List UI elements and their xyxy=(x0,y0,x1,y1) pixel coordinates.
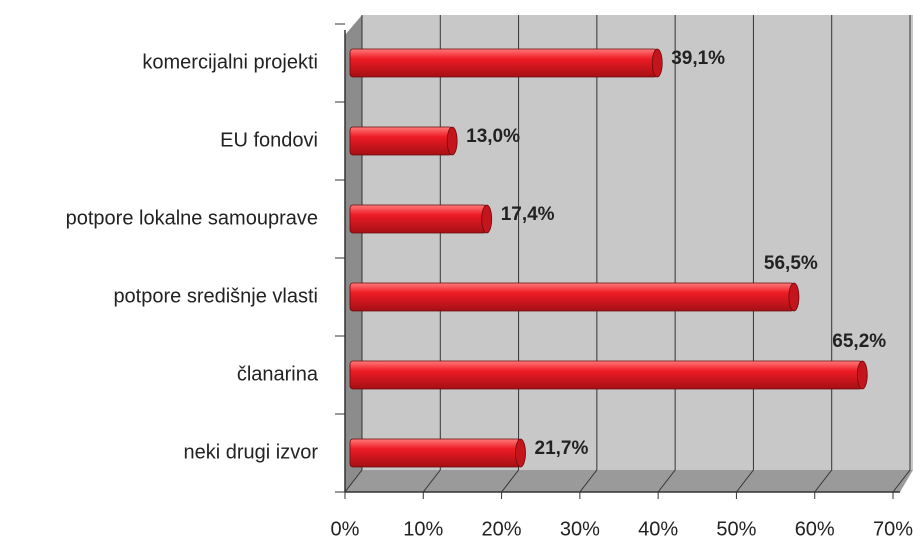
x-tick-label: 70% xyxy=(873,518,913,540)
value-label: 39,1% xyxy=(671,48,725,69)
x-tick-label: 30% xyxy=(560,518,600,540)
back-wall xyxy=(362,15,913,470)
value-label: 13,0% xyxy=(466,126,520,147)
bar xyxy=(349,204,488,234)
left-wall xyxy=(345,15,362,492)
x-tick-label: 10% xyxy=(403,518,443,540)
value-label: 17,4% xyxy=(501,204,555,225)
value-label: 65,2% xyxy=(832,331,886,352)
bar-cap xyxy=(651,48,663,78)
bar xyxy=(349,438,521,468)
value-label: 21,7% xyxy=(535,438,589,459)
floor-grid-line xyxy=(736,469,754,493)
bar xyxy=(349,126,453,156)
bar xyxy=(349,360,863,390)
bar-cap xyxy=(446,126,458,156)
floor-grid-line xyxy=(657,469,676,493)
category-label: potpore lokalne samouprave xyxy=(66,207,318,229)
bar-cap xyxy=(515,438,526,468)
category-label: EU fondovi xyxy=(220,129,318,151)
x-tick-label: 60% xyxy=(795,518,835,540)
x-tick-label: 50% xyxy=(716,518,756,540)
category-label: komercijalni projekti xyxy=(142,51,318,73)
floor-grid-line xyxy=(422,469,441,493)
x-tick-label: 0% xyxy=(331,518,360,540)
floor-grid-line xyxy=(814,469,833,493)
category-label: neki drugi izvor xyxy=(183,441,318,463)
bar-cap xyxy=(856,360,868,390)
floor xyxy=(345,470,913,492)
bar xyxy=(349,48,658,78)
x-tick-label: 20% xyxy=(482,518,522,540)
floor-grid-line xyxy=(501,469,519,493)
category-label: potpore središnje vlasti xyxy=(113,285,318,307)
bar xyxy=(349,282,795,312)
floor-grid-line xyxy=(579,469,598,493)
category-label: članarina xyxy=(237,363,319,385)
value-label: 56,5% xyxy=(764,253,818,274)
x-tick-label: 40% xyxy=(638,518,678,540)
bar-cap xyxy=(481,204,493,234)
bar-cap xyxy=(788,282,800,312)
floor-grid-line xyxy=(892,469,911,493)
floor-grid-line xyxy=(344,469,363,493)
